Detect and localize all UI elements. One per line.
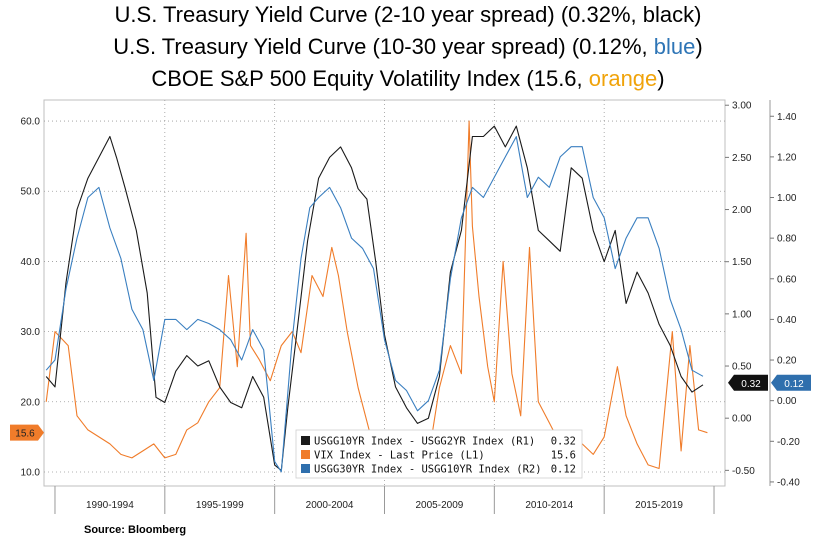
l1-last-value-tag-shape	[10, 424, 44, 441]
right-axis-2-tick-label: -0.20	[777, 437, 800, 448]
left-axis-tick-label: 10.0	[21, 467, 41, 478]
title-line-2-highlight: blue	[653, 34, 696, 59]
r1-last-value-tag: 0.32	[728, 374, 768, 391]
l1-last-value-tag-label: 15.6	[15, 429, 35, 440]
legend-value: 0.32	[551, 436, 576, 448]
right-axis-2-tick-label: 1.00	[777, 193, 797, 204]
right-axis-1-tick-label: 1.00	[732, 309, 752, 320]
x-category-label: 2010-2014	[525, 500, 573, 511]
source-note: Source: Bloomberg	[84, 524, 187, 536]
right-axis-2-tick-label: 0.80	[777, 234, 797, 245]
right-axis-2-tick-label: 1.20	[777, 152, 797, 163]
spread-2-10-line	[45, 125, 704, 471]
right-axis-2-tick-label: 0.40	[777, 315, 797, 326]
title-line-2-suffix: )	[695, 34, 703, 59]
r2-last-value-tag-shape	[771, 374, 811, 391]
title-line-1-text: U.S. Treasury Yield Curve (2-10 year spr…	[114, 2, 643, 27]
title-line-3-highlight: orange	[588, 66, 658, 91]
legend-swatch	[301, 436, 310, 445]
right-axis-2-tick-label: 0.60	[777, 274, 797, 285]
legend-box	[295, 429, 583, 479]
right-axis-1-tick-label: 2.00	[732, 205, 752, 216]
left-axis-tick-label: 40.0	[21, 257, 41, 268]
title-line-2-text: U.S. Treasury Yield Curve (10-30 year sp…	[113, 34, 654, 59]
yield-curve-chart: 10.0 20.0 30.0 40.0 50.0 60.0 1990-1994 1995-19…	[10, 99, 811, 514]
title-line-2: U.S. Treasury Yield Curve (10-30 year sp…	[0, 34, 816, 60]
legend-label: USGG10YR Index - USGG2YR Index (R1)	[314, 436, 535, 448]
legend-value: 15.6	[551, 450, 576, 462]
r2-last-value-tag-label: 0.12	[784, 379, 804, 390]
left-axis-tick-label: 30.0	[21, 327, 41, 338]
legend-swatch	[301, 450, 310, 459]
right-axis-2-tick-label: 1.40	[777, 112, 797, 123]
right-axis-2-tick-label: 0.00	[777, 396, 797, 407]
x-category-label: 1990-1994	[86, 500, 134, 511]
legend-label: VIX Index - Last Price (L1)	[314, 450, 485, 462]
legend-label: USGG30YR Index - USGG10YR Index (R2)	[314, 464, 542, 476]
right-axis-1-tick-label: 3.00	[732, 101, 752, 112]
title-line-1-suffix: )	[694, 2, 702, 27]
title-line-3-text: CBOE S&P 500 Equity Volatility Index (15…	[151, 66, 589, 91]
spread-10-30-line	[45, 136, 704, 473]
left-axis-tick-label: 50.0	[21, 187, 41, 198]
right-axis-1-tick-label: 0.00	[732, 414, 752, 425]
legend: USGG10YR Index - USGG2YR Index (R1) 0.32 V…	[295, 429, 583, 479]
r1-last-value-tag-shape	[728, 374, 768, 391]
x-category-label: 2005-2009	[416, 500, 464, 511]
r2-last-value-tag: 0.12	[771, 374, 811, 391]
title-line-3: CBOE S&P 500 Equity Volatility Index (15…	[0, 66, 816, 92]
x-category-label: 2000-2004	[306, 500, 354, 511]
title-line-1-highlight: black	[642, 2, 695, 27]
right-axis-1-tick-label: -0.50	[732, 466, 755, 477]
left-axis-tick-label: 20.0	[21, 397, 41, 408]
right-axis-1-tick-label: 1.50	[732, 257, 752, 268]
right-axis-2-tick-label: -0.40	[777, 477, 800, 488]
right-axis-1-tick-label: 2.50	[732, 153, 752, 164]
l1-last-value-tag: 15.6	[10, 424, 44, 441]
legend-swatch	[301, 464, 310, 473]
left-axis-tick-label: 60.0	[21, 117, 41, 128]
x-category-label: 2015-2019	[635, 500, 683, 511]
legend-value: 0.12	[551, 464, 576, 476]
right-axis-1-tick-label: 0.50	[732, 362, 752, 373]
x-category-label: 1995-1999	[196, 500, 244, 511]
title-line-1: U.S. Treasury Yield Curve (2-10 year spr…	[0, 2, 816, 28]
right-axis-2-tick-label: 0.20	[777, 356, 797, 367]
r1-last-value-tag-label: 0.32	[741, 379, 761, 390]
title-line-3-suffix: )	[657, 66, 665, 91]
